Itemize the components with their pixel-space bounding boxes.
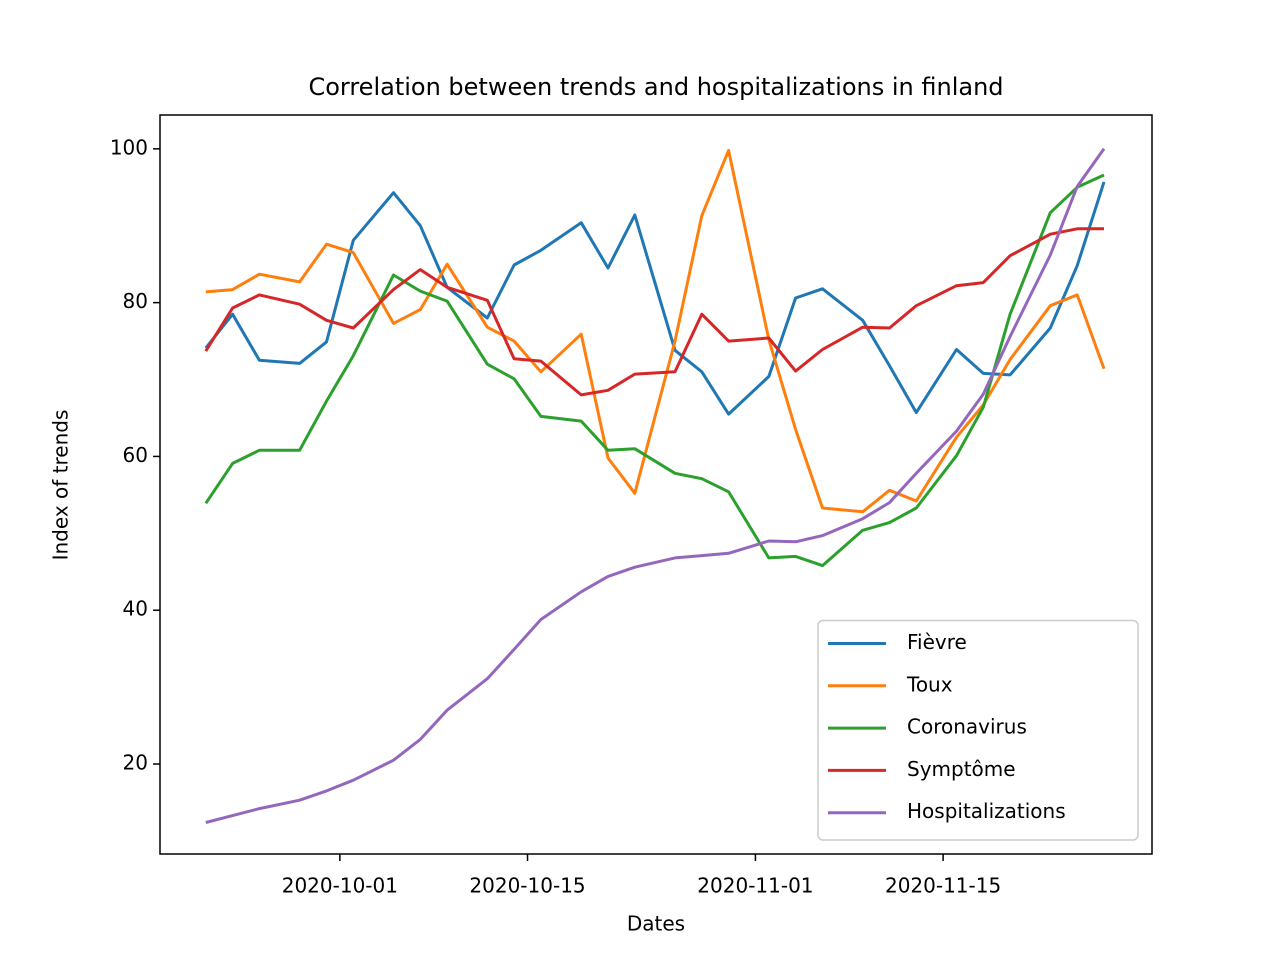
legend-label: Hospitalizations [907, 799, 1066, 823]
y-tick-label: 20 [123, 751, 148, 775]
y-tick-label: 40 [123, 597, 148, 621]
legend-label: Toux [906, 672, 953, 696]
line-series [204, 181, 1106, 416]
x-axis-label: Dates [627, 912, 685, 936]
y-tick-label: 80 [123, 289, 148, 313]
legend-label: Symptôme [907, 757, 1016, 781]
line-series [204, 173, 1105, 568]
legend [817, 619, 1139, 841]
line-series [205, 148, 1106, 514]
plot-frame [159, 114, 1153, 855]
x-tick-label: 2020-10-15 [469, 874, 585, 898]
legend-label: Fièvre [907, 630, 967, 654]
y-tick-label: 100 [110, 135, 148, 159]
x-tick-label: 2020-11-15 [885, 874, 1001, 898]
x-tick-label: 2020-10-01 [282, 874, 398, 898]
line-series [204, 227, 1104, 397]
chart-title: Correlation between trends and hospitali… [308, 73, 1003, 101]
y-axis-label: Index of trends [49, 410, 73, 561]
line-series [205, 147, 1106, 824]
x-tick-label: 2020-11-01 [697, 874, 813, 898]
legend-label: Coronavirus [907, 715, 1027, 739]
y-tick-label: 60 [123, 443, 148, 467]
